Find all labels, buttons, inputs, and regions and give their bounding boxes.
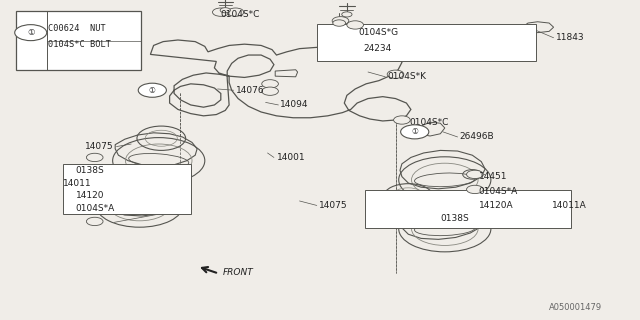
Circle shape bbox=[467, 185, 483, 194]
Circle shape bbox=[86, 153, 103, 162]
Text: FRONT: FRONT bbox=[223, 268, 253, 277]
Polygon shape bbox=[400, 199, 485, 239]
Text: 26496B: 26496B bbox=[460, 132, 494, 141]
Text: 14451: 14451 bbox=[479, 172, 508, 181]
Polygon shape bbox=[351, 35, 370, 44]
Text: ①: ① bbox=[27, 28, 35, 37]
Circle shape bbox=[138, 83, 166, 97]
Circle shape bbox=[401, 125, 429, 139]
Polygon shape bbox=[150, 40, 411, 121]
Text: ①: ① bbox=[412, 127, 418, 136]
Text: 14076: 14076 bbox=[236, 86, 264, 95]
Circle shape bbox=[15, 25, 47, 41]
Text: 11843: 11843 bbox=[556, 33, 584, 42]
Text: 14094: 14094 bbox=[280, 100, 309, 109]
Text: 24234: 24234 bbox=[364, 44, 392, 53]
Polygon shape bbox=[400, 150, 485, 189]
Polygon shape bbox=[115, 133, 197, 166]
Circle shape bbox=[86, 217, 103, 226]
Polygon shape bbox=[95, 176, 189, 216]
Text: 14011A: 14011A bbox=[552, 201, 586, 210]
Circle shape bbox=[347, 21, 364, 29]
Polygon shape bbox=[275, 70, 298, 77]
Text: 14075: 14075 bbox=[319, 201, 348, 210]
Circle shape bbox=[212, 8, 229, 16]
Circle shape bbox=[342, 12, 352, 17]
Text: 14120A: 14120A bbox=[479, 201, 513, 210]
Text: 0104S*K: 0104S*K bbox=[387, 72, 426, 81]
Text: 14011: 14011 bbox=[63, 179, 92, 188]
Circle shape bbox=[394, 116, 410, 124]
Circle shape bbox=[220, 8, 230, 13]
Text: 0104S*C BOLT: 0104S*C BOLT bbox=[48, 40, 111, 49]
Polygon shape bbox=[524, 22, 554, 33]
Bar bbox=[63, 164, 191, 214]
Text: 0104S*A: 0104S*A bbox=[76, 204, 115, 213]
Circle shape bbox=[262, 80, 278, 88]
Circle shape bbox=[387, 70, 404, 78]
Text: 0138S: 0138S bbox=[76, 166, 104, 175]
Text: 0104S*G: 0104S*G bbox=[358, 28, 399, 37]
Bar bbox=[365, 190, 571, 228]
Circle shape bbox=[148, 87, 165, 95]
Text: 14001: 14001 bbox=[276, 153, 305, 162]
Text: 0104S*C: 0104S*C bbox=[221, 10, 260, 19]
Text: 0104S*C: 0104S*C bbox=[410, 118, 449, 127]
Text: 0104S*A: 0104S*A bbox=[479, 187, 518, 196]
Polygon shape bbox=[419, 122, 445, 136]
Circle shape bbox=[227, 8, 244, 16]
Bar bbox=[317, 24, 536, 61]
Circle shape bbox=[262, 87, 278, 95]
Text: A050001479: A050001479 bbox=[549, 303, 602, 312]
Circle shape bbox=[467, 170, 483, 179]
Text: 14075: 14075 bbox=[85, 142, 114, 151]
Circle shape bbox=[333, 20, 346, 26]
Text: ①: ① bbox=[149, 86, 156, 95]
Text: C00624  NUT: C00624 NUT bbox=[48, 24, 106, 33]
Text: 0138S: 0138S bbox=[440, 214, 469, 223]
Bar bbox=[16, 11, 141, 70]
Text: 14120: 14120 bbox=[76, 191, 104, 200]
Circle shape bbox=[332, 17, 349, 25]
